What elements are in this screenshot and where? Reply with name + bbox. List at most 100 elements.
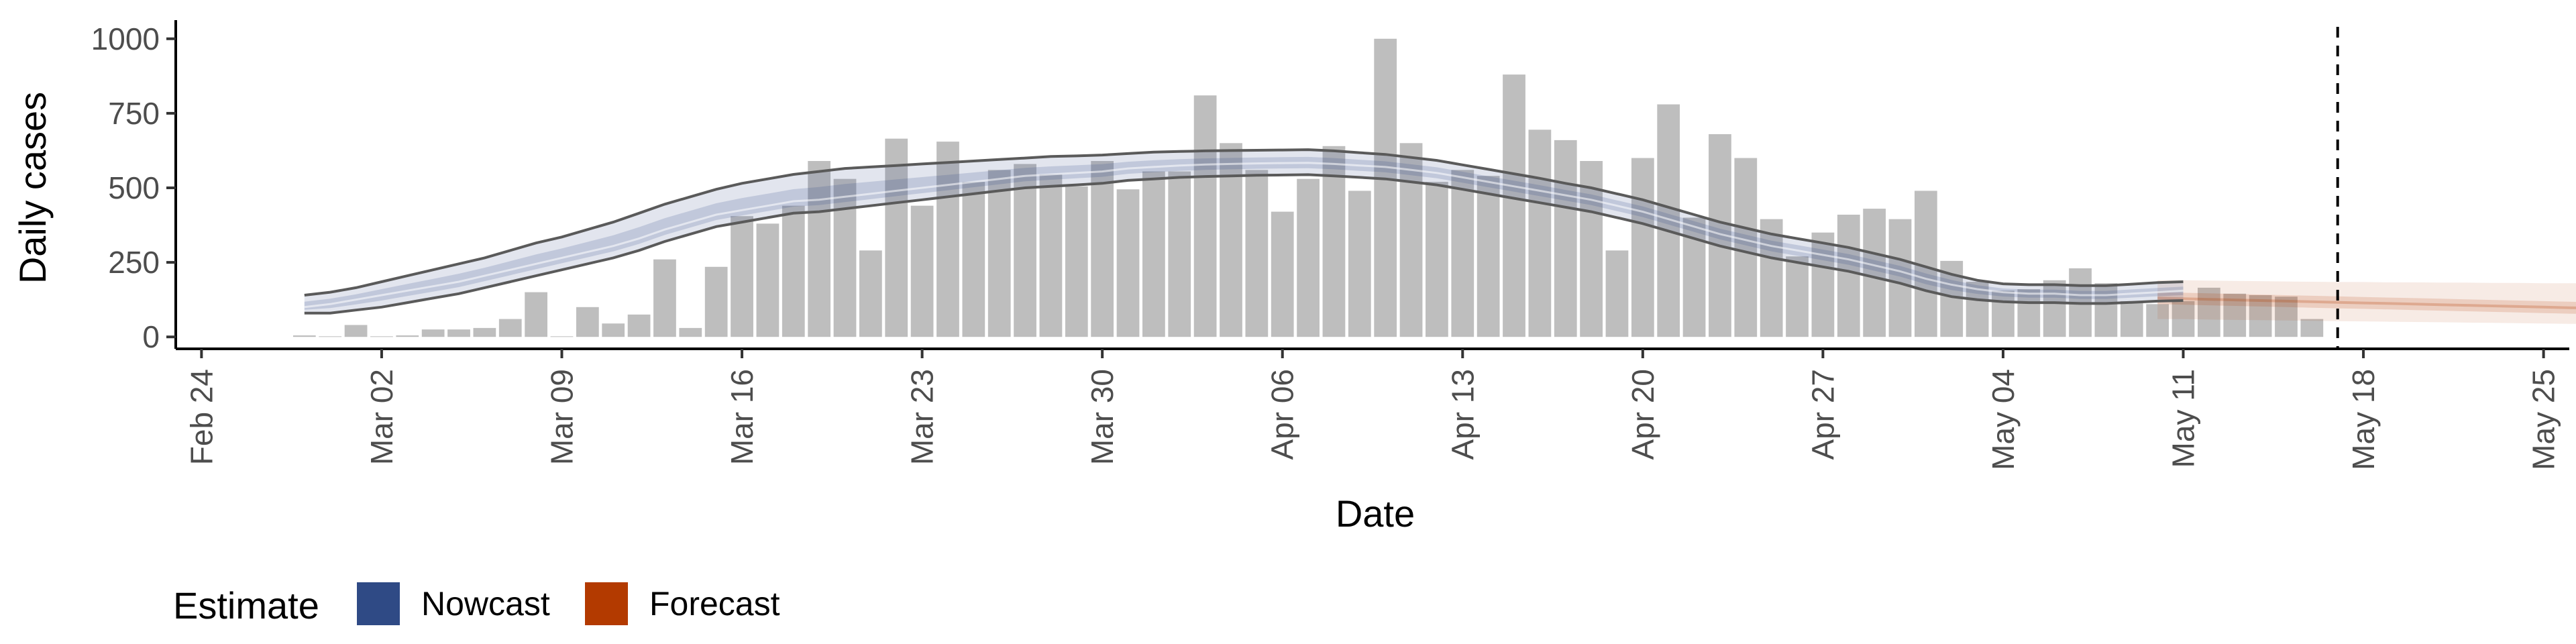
bar [1992,290,2015,337]
bar [1348,191,1371,337]
bar [1297,178,1320,337]
bar [627,314,651,337]
y-tick-label: 500 [108,170,160,205]
bar [2249,295,2272,337]
y-tick-label: 1000 [91,21,160,56]
bar [859,250,882,337]
bar [1837,215,1860,337]
bar [1477,176,1500,337]
x-tick-label: Apr 20 [1625,369,1660,460]
bar [1451,170,1474,337]
bar [782,205,805,337]
forecast-outer-band [2157,280,2576,324]
bar [1631,158,1654,337]
y-tick-label: 250 [108,245,160,280]
forecast-median-line [2157,297,2576,309]
nowcast-layer [304,148,2184,315]
bar [1503,74,1525,337]
bar [576,307,599,337]
bar [653,259,676,337]
x-tick-label: Mar 02 [364,369,399,465]
forecast-layer [2157,280,2576,324]
x-tick-label: Mar 23 [905,369,940,465]
x-tick-label: Apr 27 [1805,369,1840,460]
bar [1142,171,1165,337]
bar [2146,304,2169,337]
bar [1605,250,1629,337]
bar [731,216,753,337]
bar [550,336,574,337]
bar [704,266,728,337]
bar [936,142,959,337]
legend-label-nowcast: Nowcast [421,585,550,623]
nowcast-inner-band [304,156,2184,310]
bar [1245,170,1269,337]
nowcast-lower-line [304,173,2184,315]
axes-layer [174,20,2569,350]
x-tick-label: May 25 [2526,369,2561,470]
bar [344,325,368,337]
y-tick-label: 750 [108,96,160,131]
x-tick-label: Mar 09 [545,369,580,465]
bar [292,335,316,337]
legend: Estimate Nowcast Forecast [173,582,780,627]
bar [1760,219,1783,337]
nowcast-upper-line [304,148,2184,297]
bar [1374,38,1397,337]
bar [2300,319,2324,337]
bar [2223,293,2247,337]
bar [833,178,857,337]
bar [1116,189,1140,337]
x-tick-label: Mar 16 [724,369,759,465]
bar [498,319,522,337]
bar [1271,211,1294,337]
forecast-inner-band [2157,292,2576,314]
bar [1014,164,1036,337]
ticks-layer: 0 250 500 750 1000 Feb 24 Mar 02 Mar 09 Mar 16 Ma… [91,21,2561,470]
bar [2275,297,2298,337]
x-tick-label: May 18 [2346,369,2381,470]
bar [421,329,445,337]
legend-label-forecast: Forecast [649,585,780,623]
bar [1426,182,1448,337]
bar [1863,209,1886,337]
bar [2198,287,2220,337]
bar [396,335,419,337]
x-tick-label: May 11 [2166,369,2201,468]
x-tick-label: Apr 13 [1445,369,1480,460]
bar [1786,256,1809,337]
bar [370,336,393,337]
bar [1528,129,1552,337]
x-tick-label: Mar 30 [1085,369,1120,465]
bar [1322,146,1346,337]
bar [1734,158,1758,337]
nowcast-median-line [304,162,2184,309]
x-tick-label: Feb 24 [184,369,219,465]
bar [473,327,496,337]
bar [2171,301,2195,337]
bars-layer [292,38,2324,337]
legend-swatch-forecast [585,582,628,625]
bar [319,336,342,337]
bar [1193,95,1217,337]
bar [756,223,780,337]
bar [2017,289,2041,337]
bar [447,329,470,337]
y-axis-title: Daily cases [11,92,54,284]
bar [525,292,547,337]
legend-swatch-nowcast [357,582,400,625]
bar [1811,232,1835,337]
x-tick-label: May 04 [1986,369,2021,470]
bar [602,323,625,337]
y-tick-label: 0 [142,319,160,354]
bar [808,161,831,337]
bar [679,327,702,337]
bar [1168,171,1191,337]
legend-title: Estimate [173,584,319,627]
x-tick-label: Apr 06 [1265,369,1300,460]
bar [2043,280,2066,337]
bar [987,170,1011,337]
bar [1039,174,1063,337]
bar [910,205,934,337]
